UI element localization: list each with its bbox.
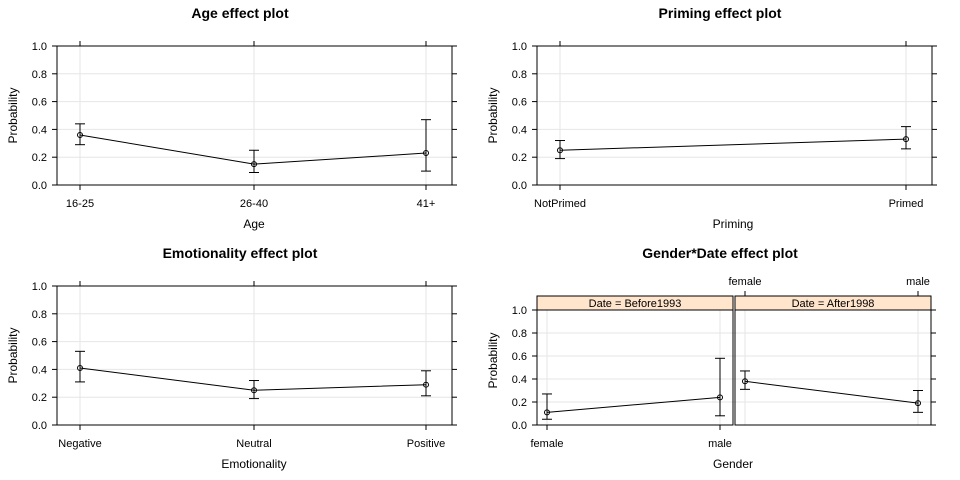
series-line: [80, 135, 426, 164]
strip-label: Date = Before1993: [589, 298, 682, 310]
x-tick-label-top: male: [906, 276, 930, 288]
y-tick-label: 0.4: [32, 364, 47, 376]
series-line: [547, 397, 720, 412]
error-bar-1: [913, 391, 923, 413]
y-tick-label: 0.2: [32, 152, 47, 164]
chart-title: Priming effect plot: [659, 5, 782, 21]
y-tick-label: 0.6: [512, 97, 527, 109]
x-tick-label: female: [530, 438, 563, 450]
x-tick-label: male: [708, 438, 732, 450]
facet-panel-0: Date = Before1993 female male: [530, 296, 733, 450]
y-tick-label: 0.0: [32, 180, 47, 192]
y-tick-label: 0.8: [32, 309, 47, 321]
y-tick-label: 1.0: [512, 305, 527, 317]
y-tick-label: 0.0: [512, 420, 527, 432]
x-tick-label: Neutral: [236, 438, 271, 450]
series-line: [560, 139, 906, 150]
error-bar-0: [740, 371, 750, 389]
y-tick-label: 1.0: [32, 281, 47, 293]
chart-title: Gender*Date effect plot: [642, 245, 798, 261]
y-tick-label: 1.0: [512, 41, 527, 53]
error-bar-0: [75, 124, 85, 145]
x-axis-label: Emotionality: [221, 457, 286, 471]
y-tick-label: 0.2: [32, 392, 47, 404]
panel-frame: [537, 296, 733, 425]
y-tick-label: 0.0: [32, 420, 47, 432]
chart-title: Emotionality effect plot: [163, 245, 318, 261]
x-tick-label-top: female: [728, 276, 761, 288]
facet-panel-1: Date = After1998 female male: [728, 276, 931, 425]
error-bar-2: [421, 120, 431, 171]
y-tick-label: 0.6: [512, 351, 527, 363]
y-tick-label: 0.4: [512, 374, 527, 386]
x-axis-label: Priming: [713, 217, 754, 231]
x-tick-label: Positive: [407, 438, 446, 450]
series-line: [80, 368, 426, 390]
y-tick-label: 0.2: [512, 397, 527, 409]
y-tick-label: 0.6: [32, 97, 47, 109]
x-axis-label: Gender: [713, 457, 753, 471]
x-axis-label: Age: [243, 217, 265, 231]
y-tick-label: 0.8: [512, 328, 527, 340]
y-tick-label: 0.8: [32, 69, 47, 81]
x-tick-label: NotPrimed: [534, 198, 586, 210]
chart-panel-3: Gender*Date effect plot Gender 0.0 0.2 0.4 0.…: [486, 245, 936, 471]
chart-title: Age effect plot: [191, 5, 289, 21]
y-tick-label: 0.8: [512, 69, 527, 81]
error-bar-0: [75, 351, 85, 382]
error-bar-1: [715, 358, 725, 416]
strip-label: Date = After1998: [792, 298, 875, 310]
y-axis-label: Probability: [486, 87, 500, 143]
x-tick-label: Negative: [58, 438, 101, 450]
y-tick-label: 1.0: [32, 41, 47, 53]
error-bar-0: [555, 141, 565, 159]
chart-panel-2: Emotionality effect plot Emotionality 0.0 0…: [6, 245, 457, 471]
chart-panel-1: Priming effect plot Priming 0.0 0.2 0.4 0.6 0.…: [486, 5, 937, 231]
error-bar-1: [249, 150, 259, 172]
y-tick-label: 0.4: [512, 124, 527, 136]
error-bar-2: [421, 371, 431, 396]
y-axis-label: Probability: [6, 87, 20, 143]
chart-panel-0: Age effect plot Age 0.0 0.2 0.4 0.6 0.8 1.0 Prob…: [6, 5, 457, 231]
error-bar-0: [542, 394, 552, 419]
y-tick-label: 0.6: [32, 337, 47, 349]
y-tick-label: 0.4: [32, 124, 47, 136]
panel-frame: [735, 296, 931, 425]
plot-frame: [537, 46, 932, 185]
error-bar-1: [901, 127, 911, 149]
x-tick-label: 26-40: [240, 198, 268, 210]
y-axis-label: Probability: [486, 332, 500, 388]
x-tick-label: 16-25: [66, 198, 94, 210]
x-tick-label: 41+: [417, 198, 436, 210]
y-tick-label: 0.0: [512, 180, 527, 192]
y-axis-label: Probability: [6, 327, 20, 383]
x-tick-label: Primed: [889, 198, 924, 210]
series-line: [745, 381, 918, 403]
y-tick-label: 0.2: [512, 152, 527, 164]
